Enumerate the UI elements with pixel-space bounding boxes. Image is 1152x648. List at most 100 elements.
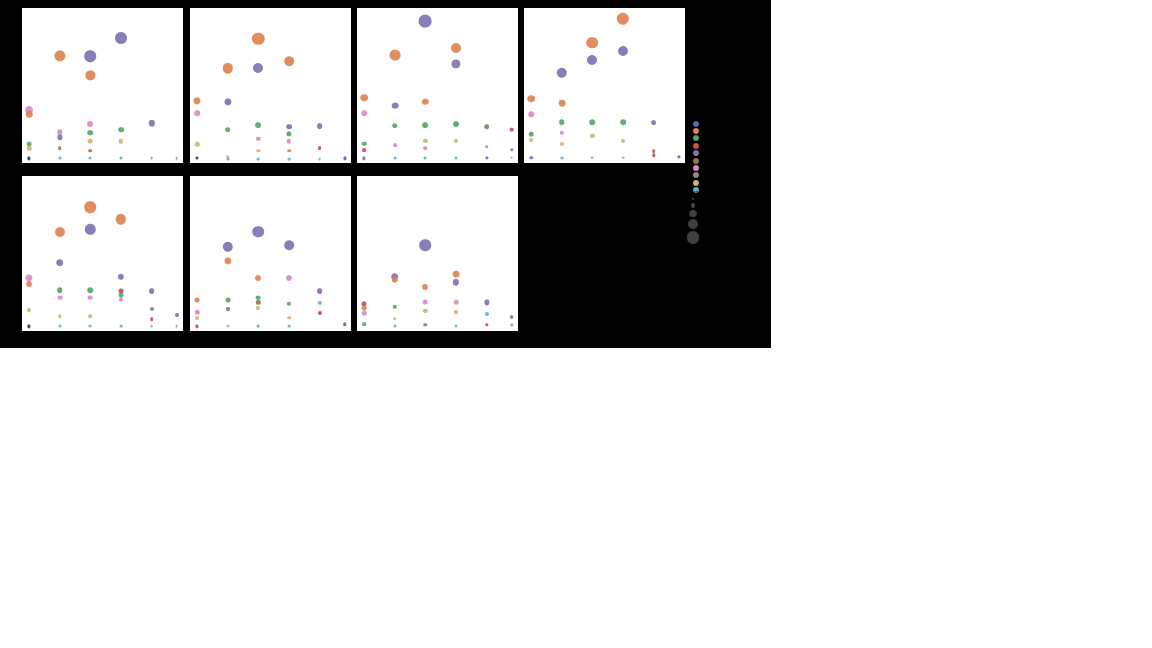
scatter-point — [84, 50, 97, 62]
scatter-point — [88, 138, 93, 144]
scatter-point — [27, 156, 31, 160]
color-legend-entry[interactable]: c3 — [691, 142, 707, 149]
scatter-point — [616, 12, 630, 26]
size-legend-entry[interactable]: s2 — [686, 209, 710, 218]
scatter-point — [556, 67, 568, 79]
size-legend-entry[interactable]: s0 — [686, 196, 710, 202]
color-legend-label: c0 — [702, 120, 707, 126]
scatter-point — [558, 99, 566, 107]
scatter-point — [342, 322, 347, 326]
scatter-point — [392, 304, 398, 310]
scatter-point — [423, 138, 428, 143]
color-legend-label: c7 — [702, 172, 707, 178]
scatter-point — [389, 49, 401, 61]
scatter-point — [175, 324, 178, 328]
scatter-point — [25, 105, 34, 114]
scatter-point — [195, 324, 199, 328]
scatter-point — [362, 310, 367, 316]
scatter-point — [393, 316, 397, 321]
scatter-point — [174, 312, 179, 317]
scatter-point — [529, 137, 534, 142]
color-legend-entry[interactable]: c1 — [691, 127, 707, 134]
color-legend-entry[interactable]: c7 — [691, 172, 707, 179]
scatter-point — [225, 297, 231, 303]
scatter-point — [286, 274, 292, 281]
scatter-point — [256, 305, 261, 310]
scatter-point — [85, 224, 96, 235]
scatter-point — [620, 119, 626, 125]
scatter-point — [287, 148, 291, 153]
scatter-point — [484, 323, 489, 327]
scatter-point — [118, 139, 124, 144]
legend-swatch-icon — [693, 172, 699, 179]
scatter-point — [224, 98, 232, 106]
scatter-point — [422, 98, 429, 105]
scatter-point — [148, 288, 155, 295]
scatter-point — [316, 122, 323, 129]
scatter-point — [650, 119, 657, 126]
scatter-point — [586, 37, 599, 49]
scatter-point — [85, 70, 96, 81]
scatter-point — [195, 142, 200, 147]
size-legend-label: s0 — [697, 196, 702, 202]
scatter-point — [618, 46, 628, 57]
scatter-point — [256, 136, 261, 142]
scatter-point — [484, 311, 489, 316]
color-legend-label: c5 — [702, 157, 707, 163]
scatter-point — [118, 288, 124, 294]
size-legend-entry[interactable]: s3 — [686, 219, 710, 231]
scatter-point — [452, 278, 460, 286]
color-legend-entry[interactable]: c6 — [691, 164, 707, 171]
scatter-point — [58, 156, 62, 160]
scatter-point — [361, 301, 367, 307]
scatter-point — [222, 63, 234, 74]
size-legend-label: s2 — [699, 211, 705, 217]
color-legend-entry[interactable]: c9 — [691, 187, 707, 194]
scatter-point — [88, 295, 93, 301]
color-legend-entry[interactable]: c4 — [691, 150, 707, 157]
legend-swatch-icon — [693, 142, 699, 149]
scatter-point — [117, 273, 125, 280]
color-legend-title: category — [691, 114, 711, 119]
size-legend-entry[interactable]: s1 — [686, 203, 710, 209]
scatter-point — [529, 155, 533, 160]
size-legend: s0 s1 s2 s3 s4 — [686, 196, 710, 245]
scatter-point — [115, 32, 127, 45]
scatter-point — [422, 283, 429, 290]
scatter-point — [54, 226, 65, 237]
color-legend-label: c4 — [702, 150, 707, 156]
size-legend-swatch-icon — [691, 197, 695, 201]
scatter-point — [150, 156, 153, 160]
scatter-point — [559, 130, 565, 135]
scatter-point — [361, 305, 367, 311]
scatter-point — [393, 156, 397, 160]
scatter-point — [392, 123, 398, 129]
scatter-point — [452, 271, 460, 278]
scatter-point — [589, 119, 596, 125]
size-legend-label: s3 — [701, 221, 706, 227]
scatter-point — [87, 121, 94, 128]
scatter-point — [510, 156, 513, 159]
color-legend-entry[interactable]: c5 — [691, 157, 707, 164]
scatter-point — [484, 144, 489, 149]
color-legend-label: c8 — [702, 179, 707, 185]
scatter-point — [454, 310, 458, 315]
size-legend-entry[interactable]: s4 — [686, 231, 710, 245]
scatter-point — [451, 59, 461, 69]
color-legend-entry[interactable]: c8 — [691, 179, 707, 186]
scatter-point — [256, 148, 261, 153]
scatter-point — [651, 149, 656, 154]
scatter-point — [360, 94, 369, 102]
size-legend-label: s4 — [702, 235, 708, 241]
scatter-point — [115, 214, 127, 225]
legend-swatch-icon — [693, 157, 699, 164]
scatter-point — [423, 323, 428, 327]
scatter-point — [149, 307, 154, 312]
scatter-point — [287, 316, 291, 320]
scatter-point — [559, 141, 564, 146]
scatter-point — [56, 259, 64, 267]
color-legend-entry[interactable]: c2 — [691, 135, 707, 142]
scatter-point — [225, 307, 230, 312]
color-legend-entry[interactable]: c0 — [691, 120, 707, 127]
scatter-point — [148, 120, 155, 127]
